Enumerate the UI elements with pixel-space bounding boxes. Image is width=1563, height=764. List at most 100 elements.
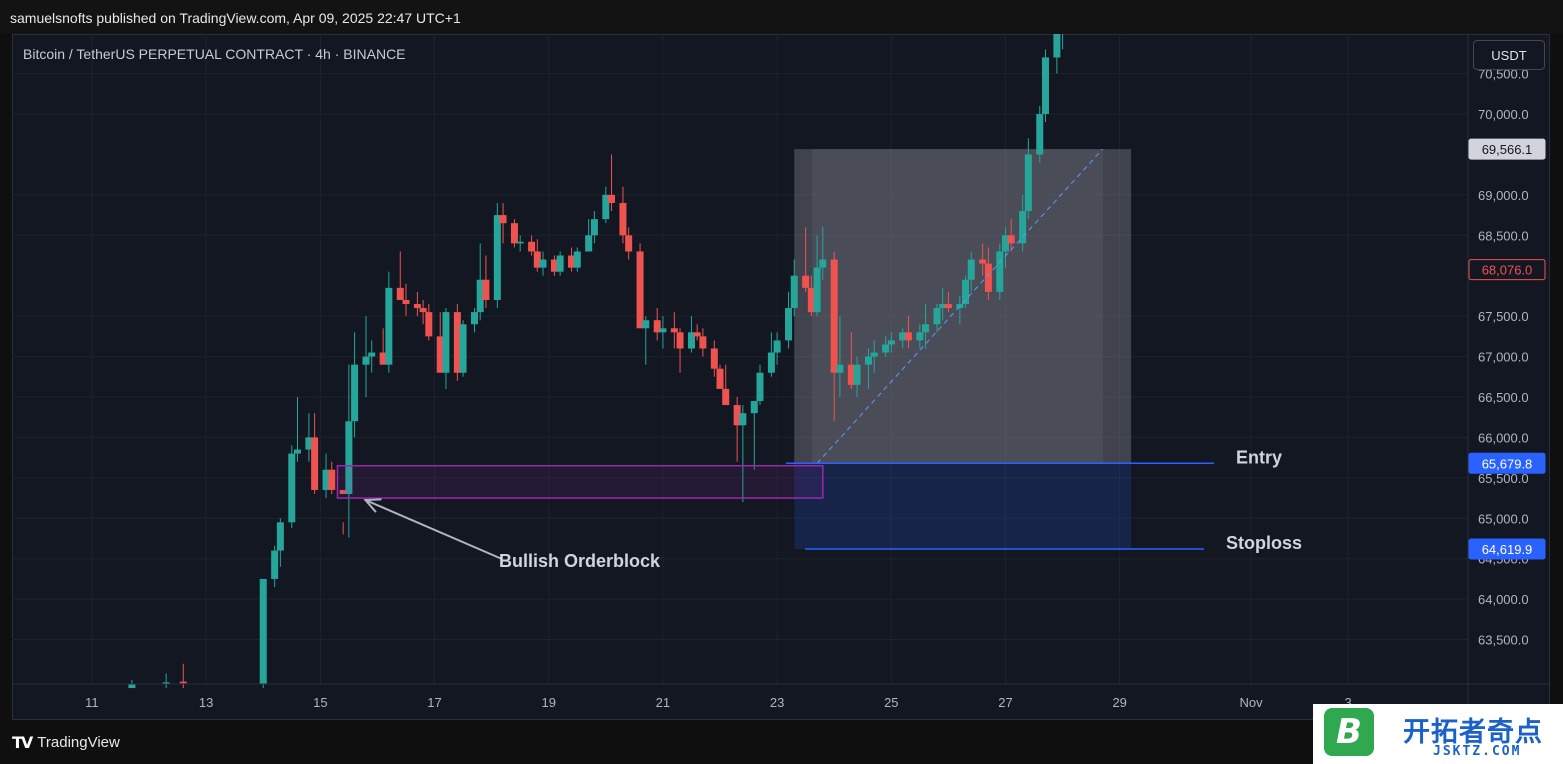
stoploss-label: Stoploss: [1226, 533, 1302, 553]
publisher-line: samuelsnofts published on TradingView.co…: [10, 10, 461, 26]
candle-body: [510, 223, 518, 244]
candle-body: [179, 681, 187, 684]
watermark-badge-letter: B: [1336, 712, 1362, 752]
candle-body: [659, 328, 667, 333]
footer-bar: [0, 720, 1563, 764]
candle-body: [939, 304, 947, 309]
candle-body: [984, 263, 992, 292]
candle-body: [716, 368, 724, 389]
x-tick-label: 19: [541, 695, 555, 710]
candle-body: [585, 235, 593, 252]
price-badge-label: 68,076.0: [1482, 263, 1533, 278]
candle-body: [870, 352, 878, 357]
candle-body: [996, 251, 1004, 292]
candle-body: [625, 235, 633, 252]
candle-body: [402, 299, 410, 305]
candle-body: [676, 332, 684, 349]
x-tick-label: Nov: [1239, 695, 1263, 710]
candle-body: [556, 255, 564, 272]
tradingview-label: TradingView: [37, 734, 120, 751]
candle-body: [288, 453, 296, 523]
y-tick-label: 66,000.0: [1478, 430, 1529, 445]
tradingview-logo-icon: TV: [12, 733, 33, 752]
x-tick-label: 15: [313, 695, 327, 710]
x-tick-label: 25: [884, 695, 898, 710]
price-badge-label: 65,679.8: [1482, 456, 1533, 471]
candle-body: [979, 259, 987, 264]
candle-body: [499, 215, 507, 224]
candle-body: [345, 421, 353, 495]
candle-body: [636, 251, 644, 329]
candle-body: [539, 259, 547, 268]
candle-body: [830, 259, 838, 373]
candle-body: [864, 356, 872, 365]
currency-button[interactable]: USDT: [1473, 40, 1545, 70]
candle-body: [128, 684, 136, 689]
candle-body: [362, 356, 370, 365]
price-badge: [1468, 538, 1546, 560]
chart-canvas[interactable]: Bullish Orderblock Entry Stoploss 70,500.0 7…: [12, 34, 1550, 720]
candle-body: [608, 194, 616, 203]
candle-body: [687, 332, 695, 349]
candle-body: [944, 304, 952, 309]
candle-body: [533, 251, 541, 268]
candle-body: [904, 332, 912, 341]
watermark-domain: JSKTZ.COM: [1433, 744, 1522, 759]
x-tick-label: 13: [199, 695, 213, 710]
candle-body: [271, 550, 279, 579]
candle-body: [619, 202, 627, 236]
x-tick-label: 27: [998, 695, 1012, 710]
candle-body: [739, 413, 747, 426]
candle-body: [453, 312, 461, 373]
bullish-orderblock-box: [336, 464, 824, 499]
candle-body: [459, 324, 467, 373]
candle-body: [767, 352, 775, 373]
tradingview-brand[interactable]: TV TradingView: [12, 733, 120, 752]
candle-body: [1053, 34, 1061, 58]
trade-path-line: [816, 148, 1103, 464]
risk-zone: [794, 463, 1132, 549]
candle-body: [259, 578, 267, 684]
symbol-title[interactable]: Bitcoin / TetherUS PERPETUAL CONTRACT · …: [23, 46, 406, 62]
candle-body: [396, 287, 404, 300]
candle-body: [693, 332, 701, 337]
candle-body: [379, 352, 387, 365]
candle-body: [1036, 114, 1044, 155]
candle-body: [293, 449, 301, 454]
candle-body: [899, 332, 907, 341]
y-tick-label: 67,500.0: [1478, 309, 1529, 324]
candle-body: [922, 324, 930, 333]
candle-body: [933, 308, 941, 325]
candle-body: [436, 336, 444, 373]
candle-body: [305, 437, 313, 450]
candle-body: [568, 255, 576, 268]
y-tick-label: 69,000.0: [1478, 188, 1529, 203]
candle-body: [573, 251, 581, 268]
candle-body: [442, 312, 450, 373]
candle-body: [756, 372, 764, 402]
candle-body: [670, 328, 678, 333]
candle-body: [162, 682, 170, 684]
watermark-text: 开拓者奇点: [1403, 717, 1543, 748]
x-tick-label: 3: [1344, 695, 1351, 710]
candle-body: [1024, 154, 1032, 212]
candle-body: [328, 469, 336, 490]
candle-body: [425, 312, 433, 337]
x-tick-label: 11: [85, 695, 99, 710]
orderblock-label: Bullish Orderblock: [499, 551, 661, 571]
candle-body: [602, 194, 610, 220]
price-badge-label: 69,566.1: [1482, 142, 1533, 157]
candle-body: [642, 320, 650, 329]
watermark: B 开拓者奇点 JSKTZ.COM: [1313, 704, 1563, 764]
watermark-badge: B: [1324, 708, 1374, 756]
y-tick-label: 63,500.0: [1478, 633, 1529, 648]
candle-body: [1041, 57, 1049, 115]
candle-body: [550, 259, 558, 272]
candle-body: [773, 340, 781, 353]
candle-body: [916, 332, 924, 341]
candle-body: [853, 364, 861, 385]
candle-body: [887, 340, 895, 345]
candle-body: [967, 259, 975, 280]
y-tick-label: 70,500.0: [1478, 67, 1529, 82]
x-tick-label: 21: [656, 695, 670, 710]
